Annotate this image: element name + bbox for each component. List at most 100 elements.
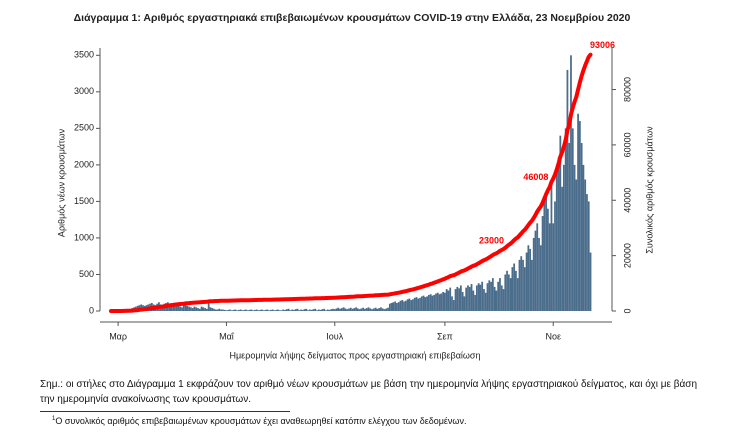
bar xyxy=(280,310,283,311)
bar xyxy=(381,308,384,311)
bar xyxy=(193,306,196,311)
bar xyxy=(227,309,230,311)
bar xyxy=(225,310,228,311)
bar xyxy=(580,142,583,311)
bar xyxy=(438,294,441,311)
bar xyxy=(349,307,352,311)
bar xyxy=(385,308,388,311)
bar xyxy=(513,263,516,311)
bar xyxy=(458,288,460,311)
bar xyxy=(449,287,452,311)
bar xyxy=(488,280,491,311)
bar xyxy=(282,309,285,311)
footnote-text: Ο συνολικός αριθμός επιβεβαιωμένων κρουσ… xyxy=(55,416,467,426)
bar xyxy=(587,201,590,311)
bar xyxy=(499,278,501,311)
bar xyxy=(230,310,233,311)
footnote: 1Ο συνολικός αριθμός επιβεβαιωμένων κρου… xyxy=(52,416,466,426)
bar xyxy=(456,286,459,311)
bar xyxy=(216,309,219,311)
bar xyxy=(186,305,189,311)
bar xyxy=(500,285,503,311)
bar xyxy=(481,281,484,311)
bar xyxy=(241,310,244,311)
bar xyxy=(303,309,306,311)
bar xyxy=(328,309,331,311)
bar xyxy=(356,308,359,311)
bar xyxy=(548,223,551,311)
bar xyxy=(538,237,540,311)
bar xyxy=(319,309,322,311)
bar xyxy=(335,308,338,311)
bar xyxy=(264,309,267,311)
bar xyxy=(175,305,178,311)
bar xyxy=(529,248,532,311)
bar xyxy=(367,307,370,311)
bar xyxy=(472,290,475,311)
bar xyxy=(257,310,260,311)
bar xyxy=(206,308,208,311)
bar xyxy=(568,142,571,311)
bar xyxy=(474,294,476,311)
x-tick-label: Σεπ xyxy=(437,331,453,341)
bar xyxy=(330,309,333,311)
x-tick-label: Μαρ xyxy=(109,331,127,341)
y2-tick-label: 40000 xyxy=(622,188,632,213)
bar xyxy=(578,121,581,311)
bar xyxy=(269,309,272,311)
bar xyxy=(463,296,466,311)
bar xyxy=(531,259,533,311)
bar xyxy=(570,55,572,311)
bar xyxy=(333,309,336,311)
bar xyxy=(451,296,453,311)
bar xyxy=(198,308,201,311)
bar xyxy=(509,278,512,311)
bar xyxy=(232,309,235,311)
bar xyxy=(495,290,498,311)
bar xyxy=(346,309,349,311)
bar xyxy=(177,305,180,311)
bar xyxy=(429,294,432,311)
bar xyxy=(355,307,357,311)
bar xyxy=(261,309,263,311)
bar xyxy=(301,309,304,311)
y-tick-label: 1500 xyxy=(74,196,94,206)
bar xyxy=(172,303,175,311)
bar xyxy=(383,309,386,311)
annotation: 93006 xyxy=(590,40,615,50)
bar xyxy=(255,309,258,311)
y2-axis-label: Συνολικός αριθμός κρουσμάτων xyxy=(644,126,654,254)
bar xyxy=(305,308,308,311)
y2-tick-label: 60000 xyxy=(622,132,632,157)
bar xyxy=(426,296,429,311)
bar xyxy=(188,306,191,311)
bar xyxy=(543,201,546,311)
bar xyxy=(323,308,326,311)
bar xyxy=(339,308,341,311)
bar xyxy=(351,308,354,311)
bar xyxy=(234,309,237,311)
bar xyxy=(298,310,301,311)
bar xyxy=(317,309,320,311)
bar xyxy=(525,252,528,311)
x-tick-label: Μαΐ xyxy=(219,331,235,341)
bar xyxy=(424,297,427,311)
bar xyxy=(291,309,294,311)
y-tick-label: 3000 xyxy=(74,86,94,96)
bar xyxy=(204,308,207,311)
bar xyxy=(245,309,247,311)
bar xyxy=(403,301,405,311)
bar xyxy=(312,309,315,311)
bar xyxy=(300,309,302,311)
bar xyxy=(397,302,400,311)
bar xyxy=(237,309,240,311)
bar xyxy=(376,308,379,311)
bar xyxy=(452,300,455,311)
bar xyxy=(266,309,269,311)
bar xyxy=(387,307,389,311)
bar xyxy=(218,308,221,311)
bar xyxy=(436,292,439,311)
bar xyxy=(362,307,365,311)
bar xyxy=(239,309,242,311)
bar xyxy=(520,256,523,311)
